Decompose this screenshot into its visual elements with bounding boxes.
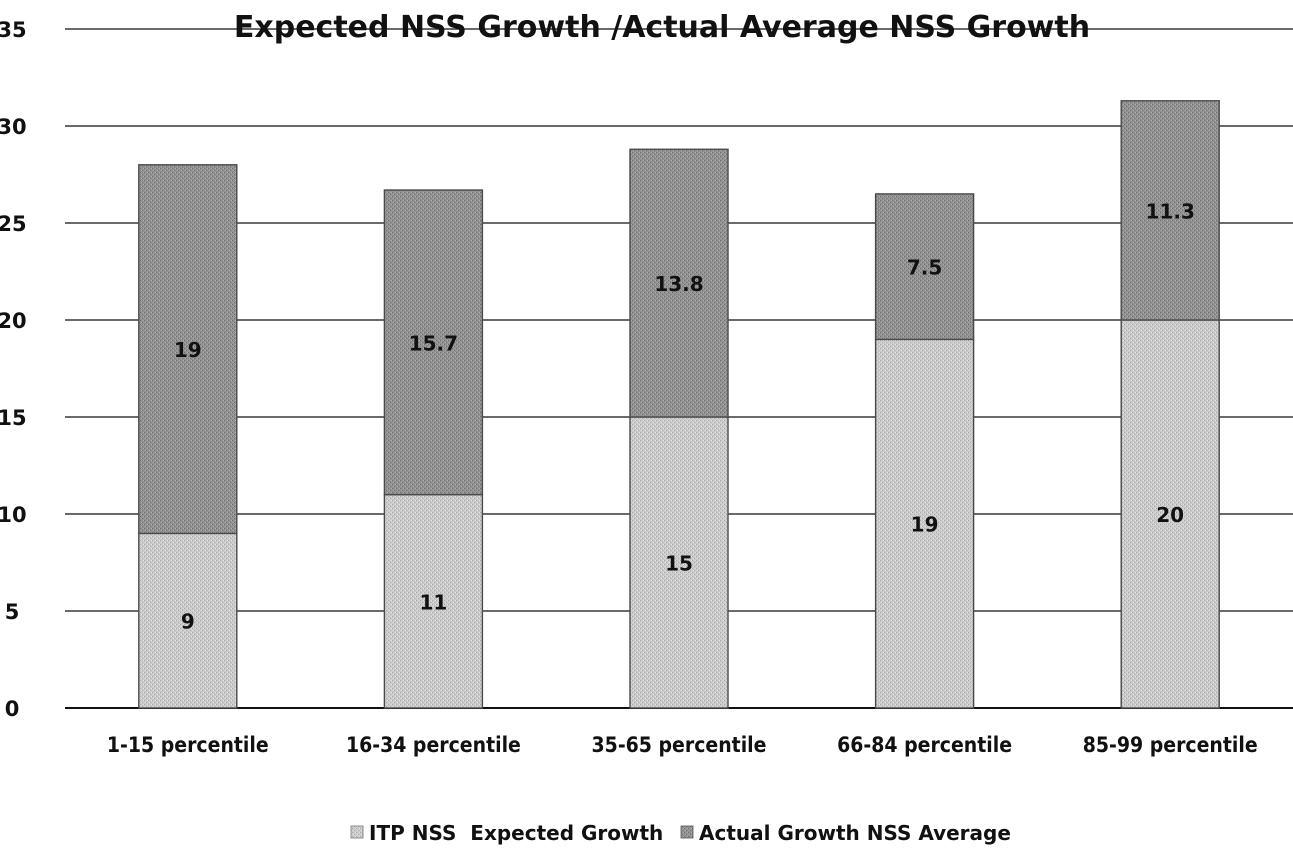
data-label-expected-4: 20 <box>1156 503 1184 527</box>
bar-segment-expected-4 <box>1120 319 1220 709</box>
bar-segment-expected-0 <box>138 532 238 709</box>
legend-swatch-expected <box>350 825 364 839</box>
y-tick-label: 35 <box>0 18 27 42</box>
data-label-actual-3: 7.5 <box>907 256 942 280</box>
data-label-expected-2: 15 <box>665 552 693 576</box>
data-label-expected-3: 19 <box>911 513 939 537</box>
data-label-actual-0: 19 <box>174 338 202 362</box>
legend-label-expected: ITP NSS Expected Growth <box>369 821 663 845</box>
x-axis-ticks: 1-15 percentile 16-34 percentile 35-65 per… <box>107 733 1258 757</box>
bar-segment-actual-2 <box>629 148 729 418</box>
y-tick-label: 20 <box>0 309 27 333</box>
x-tick-label: 16-34 percentile <box>346 733 521 757</box>
data-label-actual-4: 11.3 <box>1146 199 1195 223</box>
bar-segment-expected-2 <box>629 416 729 709</box>
bar-segment-actual-3 <box>874 193 975 341</box>
x-tick-label: 1-15 percentile <box>107 733 269 757</box>
y-tick-label: 10 <box>0 503 27 527</box>
y-tick-label: 5 <box>5 600 20 624</box>
legend-label-actual: Actual Growth NSS Average <box>699 821 1011 845</box>
bar-segment-actual-0 <box>138 164 238 535</box>
y-tick-label: 30 <box>0 115 27 139</box>
x-tick-label: 35-65 percentile <box>592 733 767 757</box>
y-tick-label: 15 <box>0 406 27 430</box>
bars <box>138 100 1220 709</box>
y-tick-label: 0 <box>5 697 20 721</box>
data-label-expected-1: 11 <box>419 590 447 614</box>
data-label-actual-2: 13.8 <box>654 272 703 296</box>
x-tick-label: 66-84 percentile <box>837 733 1012 757</box>
y-tick-label: 25 <box>0 212 27 236</box>
legend: ITP NSS Expected Growth Actual Growth NS… <box>350 821 1011 845</box>
bar-segment-expected-1 <box>383 493 484 709</box>
data-labels: 9 19 11 15.7 15 13.8 19 7.5 20 11.3 <box>174 199 1195 633</box>
legend-swatch-actual <box>680 825 694 839</box>
chart-title: Expected NSS Growth /Actual Average NSS … <box>234 10 1090 45</box>
bar-segment-actual-1 <box>383 189 484 496</box>
bar-segment-actual-4 <box>1120 100 1220 321</box>
data-label-actual-1: 15.7 <box>409 331 458 355</box>
x-tick-label: 85-99 percentile <box>1083 733 1258 757</box>
y-axis-ticks: 0 5 10 15 20 25 30 35 <box>0 18 27 721</box>
data-label-expected-0: 9 <box>181 610 195 634</box>
